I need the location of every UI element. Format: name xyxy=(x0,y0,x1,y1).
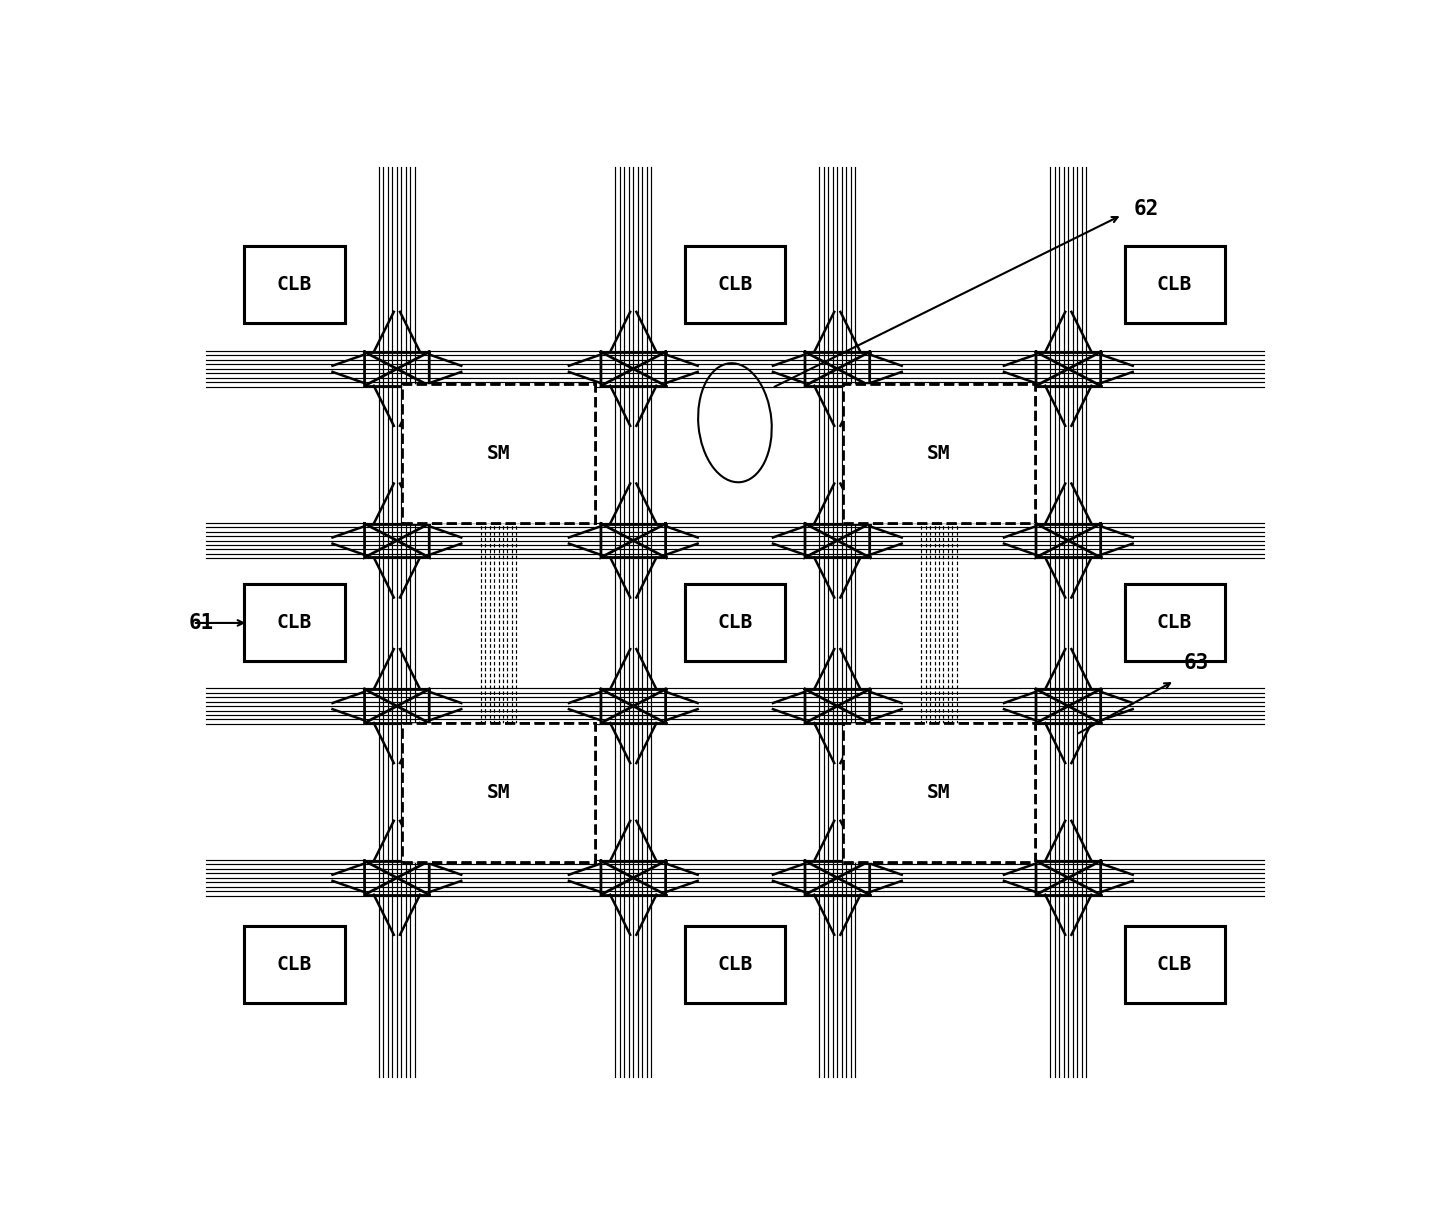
Bar xyxy=(244,245,344,323)
Bar xyxy=(1124,584,1225,662)
Text: CLB: CLB xyxy=(1157,955,1192,973)
Bar xyxy=(1124,245,1225,323)
Bar xyxy=(843,723,1035,861)
Text: SM: SM xyxy=(928,782,951,802)
Text: CLB: CLB xyxy=(277,955,313,973)
Bar xyxy=(244,245,344,323)
Bar xyxy=(685,245,784,323)
Text: 63: 63 xyxy=(1184,653,1209,673)
Text: CLB: CLB xyxy=(1157,955,1192,973)
Bar xyxy=(403,723,595,861)
Bar xyxy=(843,384,1035,522)
Bar xyxy=(685,584,784,662)
Text: 61: 61 xyxy=(189,614,214,633)
Text: 62: 62 xyxy=(1134,198,1159,219)
Bar xyxy=(1124,925,1225,1003)
Bar xyxy=(244,925,344,1003)
Bar xyxy=(843,723,1035,861)
Text: SM: SM xyxy=(928,782,951,802)
Text: SM: SM xyxy=(928,444,951,463)
Text: CLB: CLB xyxy=(277,275,313,293)
Bar xyxy=(403,723,595,861)
Bar xyxy=(843,384,1035,522)
Bar xyxy=(685,584,784,662)
Text: CLB: CLB xyxy=(717,955,753,973)
Bar xyxy=(403,384,595,522)
Text: CLB: CLB xyxy=(717,955,753,973)
Bar xyxy=(1124,584,1225,662)
Text: CLB: CLB xyxy=(277,614,313,632)
Text: SM: SM xyxy=(486,782,511,802)
Text: CLB: CLB xyxy=(717,614,753,632)
Bar xyxy=(685,245,784,323)
Text: CLB: CLB xyxy=(717,614,753,632)
Text: SM: SM xyxy=(928,444,951,463)
Bar xyxy=(244,584,344,662)
Bar xyxy=(1124,925,1225,1003)
Text: CLB: CLB xyxy=(717,275,753,293)
Text: SM: SM xyxy=(486,444,511,463)
Text: CLB: CLB xyxy=(277,614,313,632)
Text: CLB: CLB xyxy=(1157,614,1192,632)
Text: CLB: CLB xyxy=(717,275,753,293)
Bar xyxy=(403,384,595,522)
Text: CLB: CLB xyxy=(277,275,313,293)
Text: CLB: CLB xyxy=(1157,614,1192,632)
Text: SM: SM xyxy=(486,444,511,463)
Text: CLB: CLB xyxy=(1157,275,1192,293)
Text: CLB: CLB xyxy=(1157,275,1192,293)
Text: SM: SM xyxy=(486,782,511,802)
Bar xyxy=(1124,245,1225,323)
Bar xyxy=(685,925,784,1003)
Bar xyxy=(244,584,344,662)
Bar xyxy=(244,925,344,1003)
Bar xyxy=(685,925,784,1003)
Text: CLB: CLB xyxy=(277,955,313,973)
